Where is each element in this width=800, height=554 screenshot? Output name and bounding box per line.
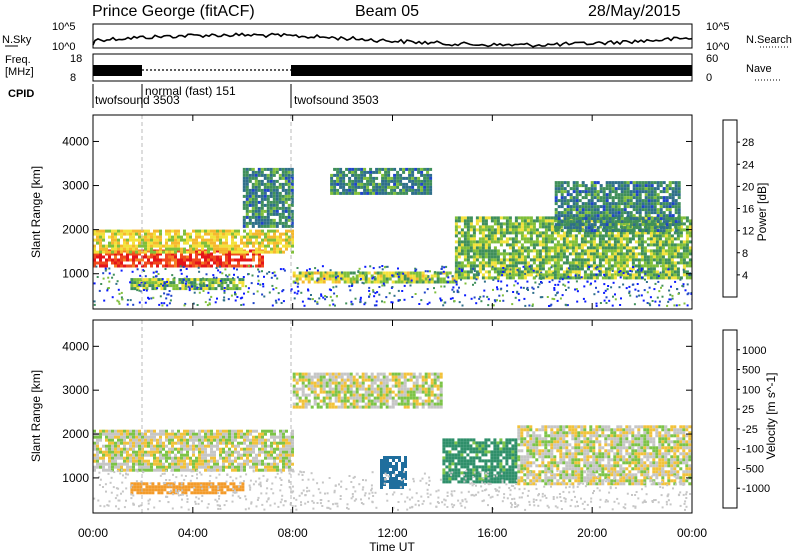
powerYTicks-tick-2: 3000 [62,179,89,193]
time-tick-6: 00:00 [677,526,707,540]
cpid-segment-2: normal (fast) 151 [145,84,236,98]
velocity-heatmap [93,372,692,511]
nave-label: Nave [746,63,772,75]
velocity-colorbar-tick-0: 1000 [742,345,766,357]
station-title: Prince George (fitACF) [92,3,255,20]
heatmap-speckle [93,265,692,307]
power-panel: 1000 2000 3000 4000 Slant Range [km] [29,114,693,310]
time-tick-1: 04:00 [178,526,208,540]
nsky-trace [92,32,693,48]
power-colorbar-tick-1: 24 [742,159,754,171]
velocity-colorbar-tick-4: -25 [742,424,758,436]
power-colorbar-tick-3: 16 [742,204,754,216]
velocity-panel: 1000 2000 3000 4000 Slant Range [km] [29,319,693,514]
velocity-colorbar-tick-5: -100 [742,444,764,456]
heatmap-region-2 [130,278,245,291]
velocity-colorbar-label: Velocity [m s^-1] [764,373,778,460]
heatmap-region-2 [292,372,443,409]
powerYTicks-tick-3: 4000 [62,134,89,148]
heatmap-region-1 [130,482,245,495]
velocity-colorbar-tick-1: 500 [742,365,760,377]
velocity-colorbar-tick-3: 25 [742,404,754,416]
freq-tick-low: 8 [70,72,76,84]
freq-band-3 [291,65,692,76]
heatmap-region-7 [554,181,681,233]
velocity-ylabel: Slant Range [km] [29,370,43,462]
time-tick-0: 00:00 [78,526,108,540]
velocity-colorbar-tick-2: 100 [742,384,760,396]
powerYTicks-tick-1: 2000 [62,223,89,237]
heatmap-region-5 [330,167,433,195]
velocity-colorbar-tick-7: -1000 [742,483,770,495]
freq-tick-high: 18 [70,53,82,65]
xlabel: Time UT [369,540,415,554]
velYTicks-tick-2: 3000 [62,383,89,397]
power-colorbar-label: Power [dB] [755,183,769,242]
power-ylabel: Slant Range [km] [29,166,43,258]
nsky-tick-high: 10^5 [52,21,76,33]
time-tick-2: 08:00 [278,526,308,540]
time-tick-5: 20:00 [577,526,607,540]
velYTicks-tick-3: 4000 [62,339,89,353]
heatmap-speckle [93,469,692,511]
time-tick-4: 16:00 [477,526,507,540]
time-axis: 00:00 04:00 08:00 12:00 16:00 20:00 00:00 [78,115,707,540]
heatmap-region-4 [442,438,518,484]
nsky-tick-low: 10^0 [52,41,76,53]
heatmap-region-6 [454,216,692,280]
cpid-segment-3: twofsound 3503 [294,93,379,107]
freq-panel: Freq. [MHz] 18 8 60 0 Nave [5,53,780,84]
cpid-label: CPID [8,88,34,100]
nsky-panel: N.Sky 10^5 10^0 10^5 10^0 N.Search [2,21,792,53]
nave-tick-high: 60 [706,53,718,65]
nsearch-tick-high: 10^5 [706,21,730,33]
power-colorbar-tick-5: 8 [742,248,748,260]
velYTicks-tick-0: 1000 [62,471,89,485]
heatmap-region-5 [517,425,692,486]
heatmap-region-3 [242,167,294,228]
nave-tick-low: 0 [706,72,712,84]
cpid-segment-1: twofsound 3503 [95,93,180,107]
velYTicks-tick-1: 2000 [62,427,89,441]
beam-title: Beam 05 [355,3,419,20]
freq-band-1 [93,65,142,76]
nsearch-tick-low: 10^0 [706,41,730,53]
power-colorbar-tick-2: 20 [742,181,754,193]
date-title: 28/May/2015 [588,3,681,20]
velocity-colorbar: 1000 500 100 25 -25 -100 -500 -1000 [722,329,770,509]
heatmap-region-1 [93,229,294,254]
time-tick-3: 12:00 [377,526,407,540]
freq-label-line2: [MHz] [5,66,34,78]
velocity-colorbar-tick-6: -500 [742,463,764,475]
power-colorbar-tick-4: 12 [742,226,754,238]
heatmap-region-4 [292,271,458,284]
power-colorbar: 28 24 20 16 12 8 4 [722,119,754,298]
heatmap-region-0 [93,429,294,472]
power-heatmap [93,167,692,307]
nsky-label: N.Sky [2,34,32,46]
power-colorbar-tick-0: 28 [742,137,754,149]
power-colorbar-tick-6: 4 [742,270,748,282]
cpid-row: CPID twofsound 3503 normal (fast) 151 tw… [8,84,379,108]
freq-label-line1: Freq. [5,54,31,66]
nsearch-label: N.Search [746,34,792,46]
powerYTicks-tick-0: 1000 [62,267,89,281]
